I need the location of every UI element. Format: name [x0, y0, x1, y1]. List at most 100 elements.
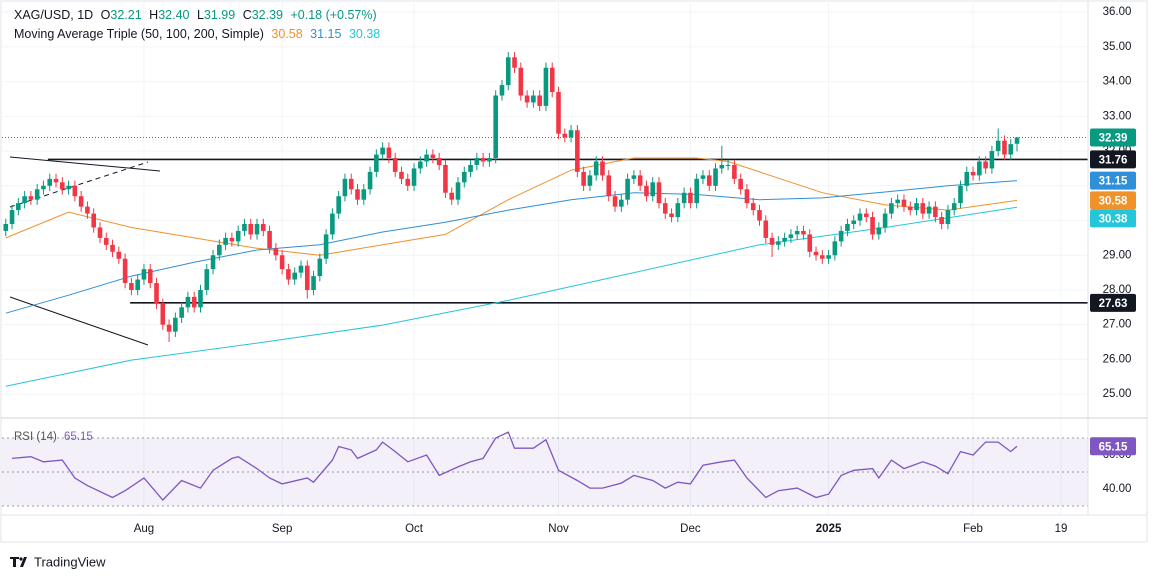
candle-body	[581, 171, 586, 186]
candle-body	[901, 199, 907, 207]
ohlc-label: L	[196, 8, 204, 22]
candle-body	[348, 178, 354, 190]
candle-body	[681, 192, 687, 204]
candle-body	[210, 255, 216, 270]
candle-body	[443, 164, 448, 193]
candle-body	[28, 196, 34, 200]
candle-body	[493, 95, 498, 159]
price-tag-label: 31.76	[1099, 154, 1128, 166]
candle-body	[556, 92, 561, 134]
candle-body	[945, 210, 951, 224]
price-tag-label: 27.63	[1099, 298, 1128, 310]
candle-body	[323, 234, 329, 259]
y-tick-label: 28.00	[1103, 284, 1132, 296]
candle-body	[669, 213, 674, 218]
candle-body	[34, 189, 40, 200]
y-tick-label: 25.00	[1103, 388, 1132, 400]
candle-body	[392, 158, 398, 172]
candle-body	[549, 67, 555, 93]
y-tick-label: 27.00	[1103, 319, 1132, 331]
candle-body	[91, 213, 97, 228]
candle-body	[85, 206, 90, 214]
x-tick-label: Aug	[134, 523, 154, 535]
ohlc-label: O	[100, 8, 111, 22]
candle-body	[248, 223, 254, 235]
candle-body	[757, 210, 762, 221]
candle-body	[279, 255, 285, 270]
candle-body	[53, 178, 59, 183]
price-tag	[1090, 293, 1136, 312]
candle-body	[47, 178, 53, 186]
candle-body	[9, 210, 15, 224]
candle-body	[474, 158, 480, 165]
candle-body	[292, 272, 297, 280]
ohlc-value: 32.21	[110, 8, 142, 22]
candle-body	[543, 67, 549, 106]
ohlc-value: 31.99	[203, 8, 236, 22]
candle-body	[505, 57, 511, 86]
ma-value: 30.58	[271, 27, 303, 41]
candle-body	[286, 269, 291, 280]
price-tag-label: 31.15	[1099, 176, 1128, 188]
candle-body	[813, 251, 819, 256]
candle-body	[468, 164, 473, 172]
candle-body	[593, 161, 599, 176]
candle-body	[110, 244, 115, 252]
candle-body	[304, 265, 310, 290]
candle-body	[637, 175, 643, 186]
candle-body	[59, 182, 65, 190]
candle-body	[738, 178, 743, 190]
candle-body	[154, 283, 159, 304]
candle-body	[801, 230, 806, 235]
candle-body	[179, 307, 184, 318]
candle-body	[355, 189, 360, 200]
candle-body	[103, 237, 109, 245]
price-tag	[1090, 150, 1136, 169]
candle-body	[776, 241, 781, 245]
candle-body	[399, 171, 404, 179]
candle-body	[970, 171, 976, 176]
candle-body	[361, 189, 367, 200]
candle-body	[857, 213, 863, 221]
x-tick-label: Sep	[272, 523, 292, 535]
candle-body	[336, 196, 341, 214]
rsi-tag	[1090, 437, 1136, 456]
candle-body	[732, 164, 737, 179]
candle-body	[700, 175, 706, 179]
candle-body	[122, 258, 128, 284]
candle-body	[983, 161, 988, 169]
candle-body	[537, 95, 542, 106]
rsi-band	[2, 438, 1088, 506]
y-tick-label: 33.00	[1103, 110, 1132, 122]
candle-body	[763, 220, 769, 238]
x-tick-label: 2025	[816, 523, 842, 535]
candle-body	[612, 196, 618, 207]
candle-body	[198, 289, 203, 308]
candle-body	[951, 203, 957, 211]
candle-body	[229, 237, 235, 242]
candle-body	[418, 161, 423, 169]
rsi-title: RSI (14)	[14, 431, 57, 443]
price-tag	[1090, 191, 1136, 210]
candle-body	[933, 206, 938, 218]
trend-line	[9, 156, 161, 172]
candle-body	[926, 206, 932, 214]
y-tick-label: 36.00	[1103, 6, 1132, 18]
rsi-tick-label: 40.00	[1103, 483, 1132, 495]
candle-body	[600, 161, 605, 176]
candle-body	[1008, 144, 1014, 155]
candle-body	[958, 185, 963, 204]
candle-body	[587, 175, 593, 186]
candle-body	[631, 175, 637, 179]
rsi-line	[11, 431, 1018, 501]
candle-body	[273, 248, 279, 256]
candle-body	[260, 223, 266, 231]
ma-value: 30.38	[348, 27, 381, 41]
x-tick-label: 19	[1055, 523, 1068, 535]
candle-body	[820, 255, 825, 259]
candle-body	[694, 178, 699, 204]
candle-body	[794, 230, 800, 235]
tradingview-logo	[10, 557, 27, 567]
candle-body	[135, 279, 140, 290]
